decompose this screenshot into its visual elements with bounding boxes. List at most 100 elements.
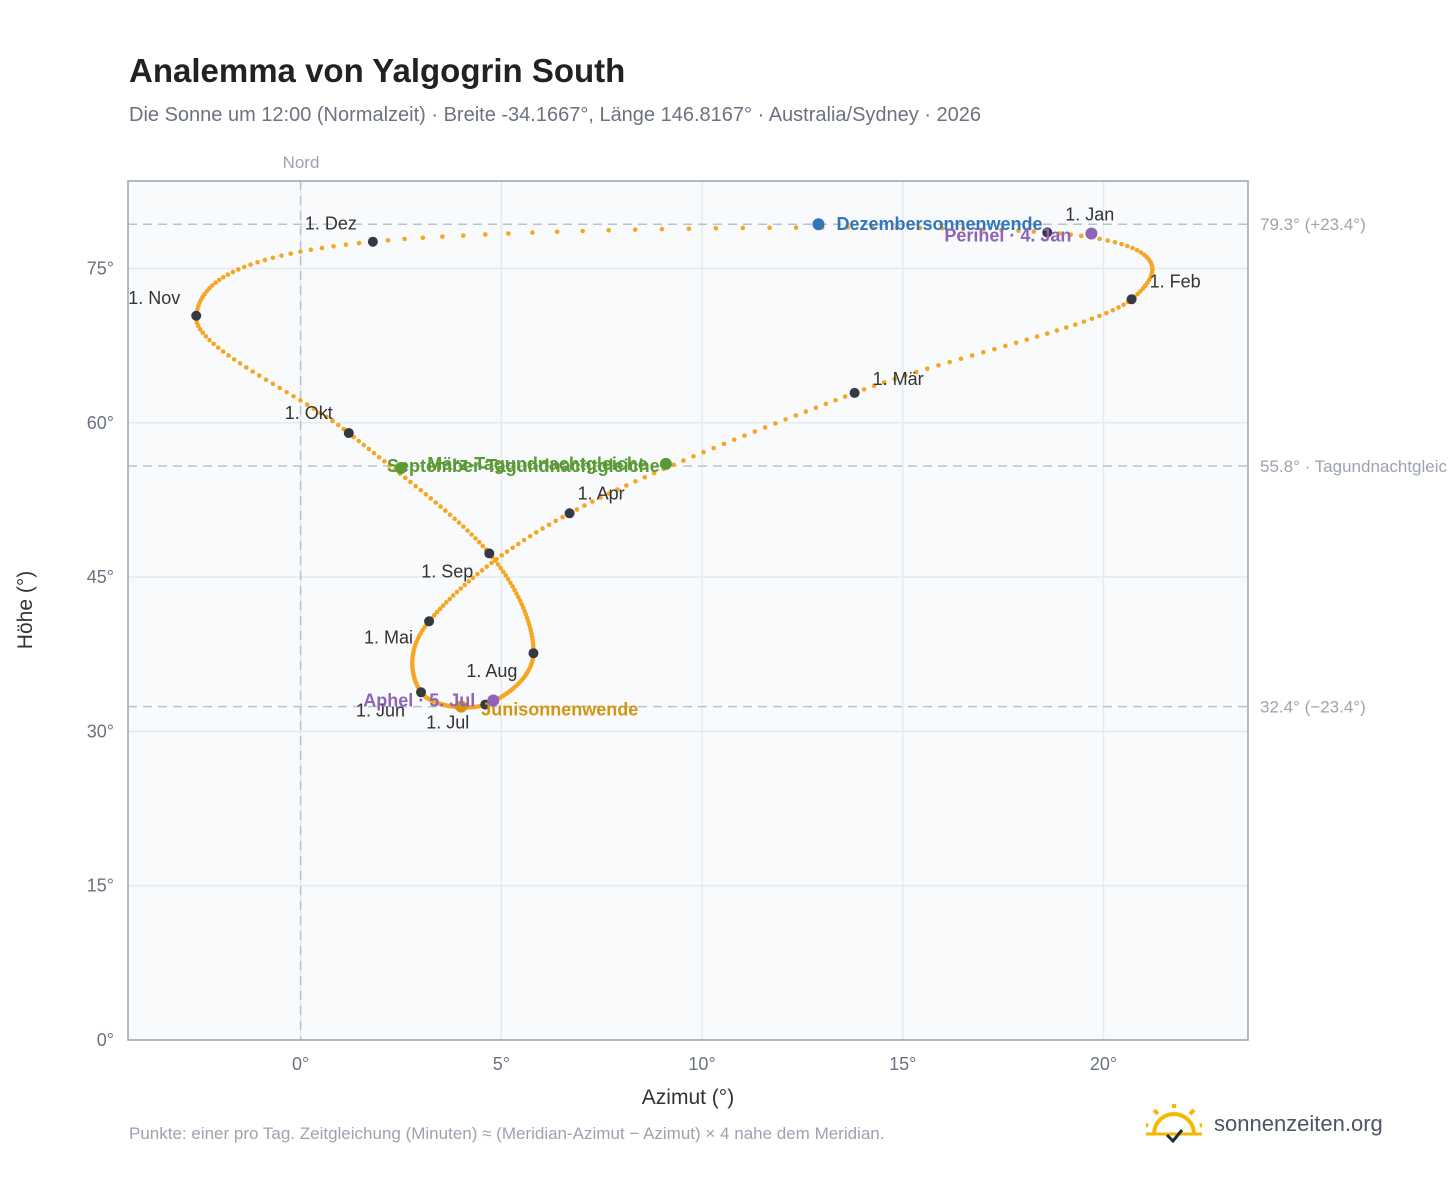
day-dot bbox=[793, 413, 799, 418]
day-dot bbox=[500, 569, 506, 575]
month-label: 1. Jan bbox=[1065, 204, 1114, 224]
month-point bbox=[528, 648, 539, 659]
day-dot bbox=[861, 387, 867, 392]
day-dot bbox=[291, 393, 296, 399]
day-dot bbox=[226, 353, 231, 358]
event-point bbox=[1085, 227, 1098, 240]
x-tick-label: 10° bbox=[688, 1054, 715, 1074]
day-dot bbox=[270, 255, 276, 261]
x-tick-label: 20° bbox=[1090, 1054, 1117, 1074]
day-dot bbox=[279, 253, 284, 258]
meridian-label: Nord bbox=[283, 153, 320, 172]
day-dot bbox=[642, 474, 648, 480]
day-dot bbox=[842, 394, 848, 399]
day-dot bbox=[632, 227, 638, 232]
day-dot bbox=[633, 479, 638, 484]
day-dot bbox=[324, 414, 329, 420]
day-dot bbox=[447, 512, 453, 517]
day-dot bbox=[371, 450, 377, 456]
day-dot bbox=[1078, 233, 1084, 239]
month-label: 1. Aug bbox=[466, 661, 517, 681]
day-dot bbox=[211, 341, 216, 347]
day-dot bbox=[624, 483, 629, 488]
event-point bbox=[394, 462, 407, 475]
day-dot bbox=[659, 226, 665, 232]
event-point bbox=[659, 457, 672, 470]
day-dot bbox=[992, 346, 997, 352]
reference-line-label: 32.4° (−23.4°) bbox=[1260, 698, 1366, 717]
day-dot bbox=[505, 576, 511, 582]
day-dot bbox=[520, 605, 526, 610]
x-tick-label: 0° bbox=[292, 1054, 309, 1074]
day-dot bbox=[1003, 343, 1008, 349]
day-dot bbox=[462, 582, 467, 588]
month-point bbox=[367, 236, 378, 247]
day-dot bbox=[589, 499, 595, 504]
day-dot bbox=[440, 234, 445, 239]
event-label: Perihel · 4. Jan bbox=[944, 225, 1071, 245]
day-dot bbox=[560, 514, 565, 520]
day-dot bbox=[871, 383, 877, 389]
month-point bbox=[191, 310, 202, 321]
day-dot bbox=[939, 226, 945, 231]
day-dot bbox=[440, 603, 446, 608]
event-label: März-Tagundnachtgleiche bbox=[427, 454, 648, 474]
day-dot bbox=[200, 330, 206, 336]
day-dot bbox=[331, 243, 336, 249]
day-dot bbox=[376, 454, 382, 460]
month-label: 1. Apr bbox=[578, 483, 625, 503]
day-dot bbox=[298, 249, 303, 254]
y-tick-label: 45° bbox=[87, 567, 114, 587]
x-tick-label: 15° bbox=[889, 1054, 916, 1074]
day-dot bbox=[1024, 337, 1030, 342]
day-dot bbox=[517, 598, 523, 603]
chart-title: Analemma von Yalgogrin South bbox=[129, 52, 626, 89]
day-dot bbox=[447, 596, 453, 602]
day-dot bbox=[903, 373, 908, 378]
event-label: Junisonnenwende bbox=[481, 700, 638, 720]
day-dot bbox=[382, 459, 387, 464]
day-dot bbox=[504, 549, 510, 554]
day-dot bbox=[845, 225, 851, 230]
day-dot bbox=[1044, 331, 1050, 336]
day-dot bbox=[270, 381, 276, 387]
day-dot bbox=[466, 579, 472, 584]
brand-logo[interactable]: sonnenzeiten.org bbox=[1146, 1102, 1383, 1146]
day-dot bbox=[503, 573, 509, 578]
day-dot bbox=[217, 277, 222, 283]
day-dot bbox=[284, 389, 289, 395]
day-dot bbox=[813, 405, 819, 411]
day-dot bbox=[356, 438, 362, 444]
day-dot bbox=[437, 606, 443, 612]
day-dot bbox=[1130, 245, 1135, 251]
month-label: 1. Dez bbox=[305, 214, 357, 234]
day-dot bbox=[925, 366, 930, 371]
month-point bbox=[1042, 227, 1053, 238]
y-tick-label: 60° bbox=[87, 413, 114, 433]
day-dot bbox=[460, 233, 466, 238]
day-dot bbox=[262, 257, 268, 263]
day-dot bbox=[413, 483, 418, 489]
day-dot bbox=[606, 227, 611, 233]
month-label: 1. Feb bbox=[1150, 271, 1201, 291]
month-label: 1. Mai bbox=[364, 627, 413, 647]
y-tick-label: 0° bbox=[97, 1030, 114, 1050]
month-label: 1. Okt bbox=[285, 403, 333, 423]
month-point bbox=[484, 548, 495, 559]
day-dot bbox=[1034, 334, 1040, 339]
day-dot bbox=[833, 397, 838, 403]
day-dot bbox=[773, 421, 778, 426]
day-dot bbox=[936, 363, 941, 368]
day-dot bbox=[1097, 313, 1102, 319]
month-point bbox=[424, 616, 435, 627]
y-tick-label: 15° bbox=[87, 876, 114, 896]
event-label: Dezembersonnenwende bbox=[836, 214, 1042, 234]
day-dot bbox=[510, 545, 515, 551]
day-dot bbox=[752, 429, 758, 434]
day-dot bbox=[783, 417, 788, 422]
day-dot bbox=[999, 227, 1004, 233]
day-dot bbox=[330, 418, 335, 424]
day-dot bbox=[606, 491, 612, 496]
day-dot bbox=[1054, 328, 1060, 333]
day-dot bbox=[691, 454, 696, 459]
